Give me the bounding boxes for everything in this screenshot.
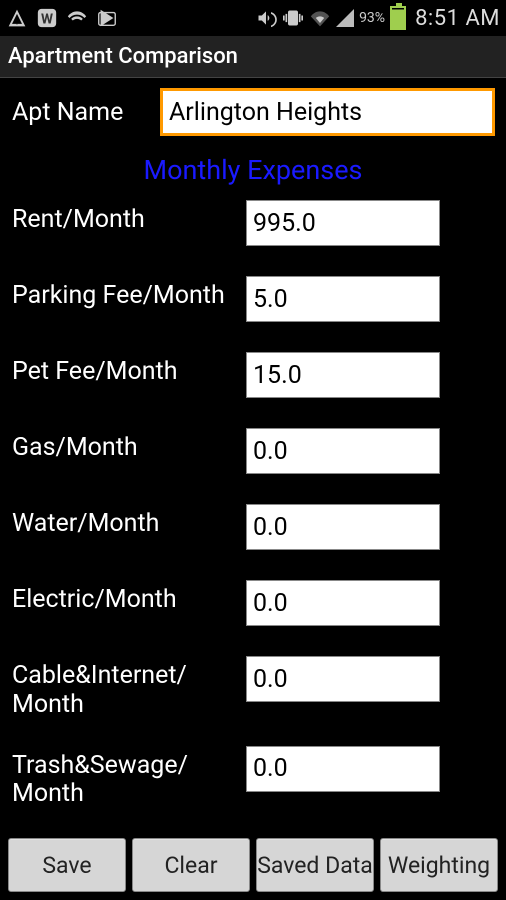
clock: 8:51 AM [415, 6, 500, 31]
expense-label: Gas/Month [12, 428, 246, 463]
expense-row: Pet Fee/Month [12, 352, 494, 402]
signal-icon [336, 9, 354, 27]
expense-input[interactable] [246, 504, 440, 550]
apt-name-row: Apt Name [12, 88, 494, 136]
section-title: Monthly Expenses [12, 154, 494, 186]
weighting-button[interactable]: Weighting [380, 838, 498, 892]
expense-label: Rent/Month [12, 200, 246, 235]
apt-name-label: Apt Name [12, 98, 160, 127]
expense-label: Pet Fee/Month [12, 352, 246, 387]
app-badge-icon: W [36, 7, 58, 29]
status-bar: ! W 93% 8:51 AM [0, 0, 506, 36]
notification-icon: ! [6, 7, 28, 29]
battery-percent: 93% [359, 10, 385, 26]
battery-icon [390, 6, 406, 30]
clear-button[interactable]: Clear [132, 838, 250, 892]
vibrate-icon [282, 7, 304, 29]
expense-input[interactable] [246, 352, 440, 398]
expense-fields: Rent/Month Parking Fee/Month Pet Fee/Month… [12, 200, 494, 809]
sound-icon [255, 7, 277, 29]
expense-input[interactable] [246, 276, 440, 322]
saved-data-button[interactable]: Saved Data [256, 838, 374, 892]
app-bar: Apartment Comparison [0, 36, 506, 78]
expense-row: Water/Month [12, 504, 494, 554]
expense-row: Parking Fee/Month [12, 276, 494, 326]
expense-label: Electric/Month [12, 580, 246, 615]
status-left: ! W [6, 7, 118, 29]
expense-input[interactable] [246, 746, 440, 792]
svg-text:!: ! [16, 18, 18, 28]
expense-row: Electric/Month [12, 580, 494, 630]
expense-label: Cable&Internet/ Month [12, 656, 246, 720]
save-button[interactable]: Save [8, 838, 126, 892]
wifi-icon [309, 7, 331, 29]
content-area: Apt Name Monthly Expenses Rent/Month Park… [0, 78, 506, 830]
expense-input[interactable] [246, 580, 440, 626]
svg-text:W: W [41, 12, 53, 28]
expense-input[interactable] [246, 656, 440, 702]
expense-label: Water/Month [12, 504, 246, 539]
play-store-icon [96, 7, 118, 29]
expense-row: Cable&Internet/ Month [12, 656, 494, 720]
apt-name-input[interactable] [160, 88, 495, 136]
expense-input[interactable] [246, 200, 440, 246]
expense-row: Rent/Month [12, 200, 494, 250]
button-bar: Save Clear Saved Data Weighting [0, 830, 506, 900]
status-right: 93% 8:51 AM [255, 6, 500, 31]
wifi-sync-icon [66, 7, 88, 29]
expense-row: Gas/Month [12, 428, 494, 478]
app-title: Apartment Comparison [8, 44, 238, 69]
expense-row: Trash&Sewage/ Month [12, 746, 494, 810]
expense-input[interactable] [246, 428, 440, 474]
expense-label: Trash&Sewage/ Month [12, 746, 246, 810]
expense-label: Parking Fee/Month [12, 276, 246, 311]
